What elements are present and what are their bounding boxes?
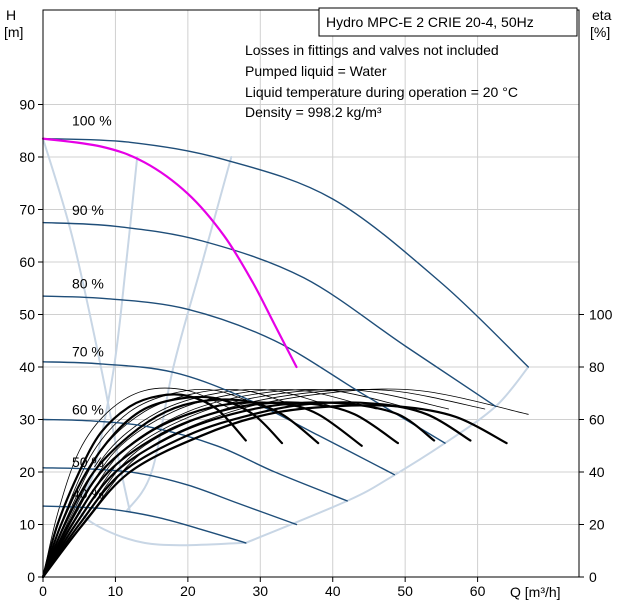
y-axis-label: H	[6, 7, 16, 23]
operating-limit-curve	[76, 156, 247, 547]
y2-tick-label: 60	[589, 412, 605, 428]
efficiency-curve	[41, 393, 247, 579]
x-tick-label: 20	[180, 583, 196, 599]
note-density: Density = 998.2 kg/m³	[245, 104, 382, 120]
x-tick-label: 30	[253, 583, 269, 599]
x-tick-label: 0	[39, 583, 47, 599]
x-tick-label: 10	[108, 583, 124, 599]
y-tick-label: 30	[19, 412, 35, 428]
speed-label: 90 %	[72, 202, 104, 218]
note-losses: Losses in fittings and valves not includ…	[245, 42, 499, 58]
speed-label: 80 %	[72, 275, 104, 291]
y-tick-label: 90	[19, 97, 35, 113]
y-tick-label: 80	[19, 149, 35, 165]
x-axis-label: Q [m³/h]	[510, 584, 561, 600]
head-curve	[42, 137, 529, 368]
y2-tick-label: 40	[589, 464, 605, 480]
chart-title: Hydro MPC-E 2 CRIE 20-4, 50Hz	[326, 14, 534, 30]
speed-label: 60 %	[72, 401, 104, 417]
y2-axis-label: eta	[592, 7, 612, 23]
y2-tick-label: 0	[589, 569, 597, 585]
note-liquid: Pumped liquid = Water	[245, 63, 387, 79]
efficiency-curve	[41, 401, 436, 579]
title-box	[318, 7, 578, 37]
efficiency-curve-thin	[42, 388, 305, 578]
x-tick-label: 60	[470, 583, 486, 599]
x-tick-label: 50	[397, 583, 413, 599]
head-curve	[42, 295, 446, 444]
speed-labels: 100 % 90 % 80 % 70 % 60 % 50 % 40 %	[72, 113, 112, 502]
efficiency-curve-thin	[42, 388, 486, 578]
y-axis-unit: [m]	[4, 24, 23, 40]
head-curve	[42, 505, 247, 544]
y2-tick-label: 20	[589, 517, 605, 533]
head-curve	[42, 467, 298, 526]
speed-label: 40 %	[72, 485, 104, 501]
y-tick-label: 0	[27, 569, 35, 585]
speed-label: 70 %	[72, 344, 104, 360]
y2-tick-label: 80	[589, 359, 605, 375]
y-tick-label: 20	[19, 464, 35, 480]
speed-label: 100 %	[72, 113, 112, 129]
y2-tick-label: 100	[589, 307, 613, 323]
axes-ticks: 0 10 20 30 40 50 60 0 10 20 30 40 50 60 70 80 90 0 20 40 60 8…	[19, 97, 612, 600]
y2-axis-unit: [%]	[590, 24, 610, 40]
speed-label: 50 %	[72, 454, 104, 470]
y-tick-label: 70	[19, 202, 35, 218]
y-tick-label: 10	[19, 517, 35, 533]
plot-frame	[42, 9, 580, 578]
note-temperature: Liquid temperature during operation = 20…	[245, 84, 518, 100]
y-tick-label: 40	[19, 359, 35, 375]
efficiency-curve	[41, 401, 472, 579]
y-tick-label: 50	[19, 307, 35, 323]
head-curve	[42, 361, 395, 476]
efficiency-curve-thin	[42, 388, 341, 578]
curves	[41, 137, 530, 579]
y-tick-label: 60	[19, 254, 35, 270]
head-curve	[42, 221, 497, 408]
efficiency-curve	[41, 401, 399, 579]
efficiency-curve	[41, 404, 508, 579]
x-tick-label: 40	[325, 583, 341, 599]
efficiency-curve	[41, 395, 284, 579]
duty-curve	[41, 137, 298, 369]
